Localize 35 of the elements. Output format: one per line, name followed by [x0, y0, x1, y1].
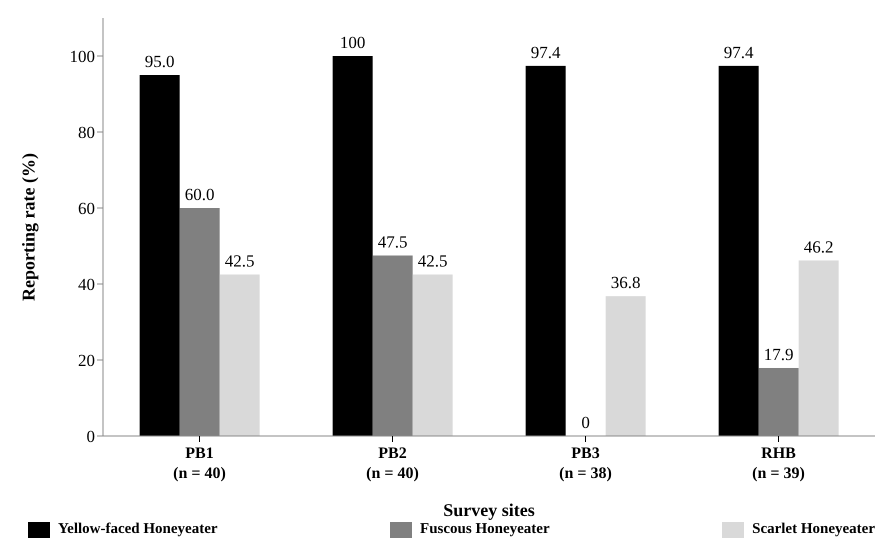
y-tick-label: 40	[78, 275, 95, 294]
legend-label: Scarlet Honeyeater	[752, 521, 875, 538]
bar	[798, 260, 839, 436]
bar	[220, 274, 260, 436]
x-tick-label: PB1 (n = 40)	[173, 445, 226, 482]
legend-label: Fuscous Honeyeater	[420, 521, 550, 538]
data-label: 0	[581, 413, 590, 432]
x-tick-label: PB3 (n = 38)	[559, 445, 612, 482]
bar	[140, 75, 180, 436]
legend-label: Yellow-faced Honeyeater	[58, 521, 218, 538]
y-axis-title: Reporting rate (%)	[18, 153, 38, 301]
y-tick-label: 0	[86, 427, 95, 446]
data-label: 46.2	[804, 237, 834, 256]
bar	[412, 274, 453, 436]
data-label: 42.5	[418, 252, 448, 270]
x-tick-label: RHB (n = 39)	[752, 445, 805, 482]
y-tick-label: 60	[78, 199, 95, 218]
x-axis-title: Survey sites	[443, 500, 535, 520]
data-label: 97.4	[724, 42, 754, 62]
data-label: 36.8	[610, 273, 641, 292]
y-tick-label: 100	[70, 47, 95, 66]
y-tick-label: 80	[78, 123, 95, 142]
x-tick-label: PB2 (n = 40)	[366, 445, 419, 482]
bar	[606, 296, 646, 436]
data-label: 47.5	[378, 232, 408, 252]
data-label: 42.5	[224, 252, 255, 270]
bar	[526, 66, 566, 436]
bar	[718, 66, 759, 436]
data-label: 17.9	[764, 344, 794, 364]
data-label: 60.0	[184, 185, 215, 204]
y-tick-label: 20	[78, 351, 95, 370]
bar	[332, 56, 373, 436]
data-label: 97.4	[530, 42, 562, 62]
data-label: 95.0	[144, 52, 175, 71]
data-label: 100	[340, 33, 366, 52]
